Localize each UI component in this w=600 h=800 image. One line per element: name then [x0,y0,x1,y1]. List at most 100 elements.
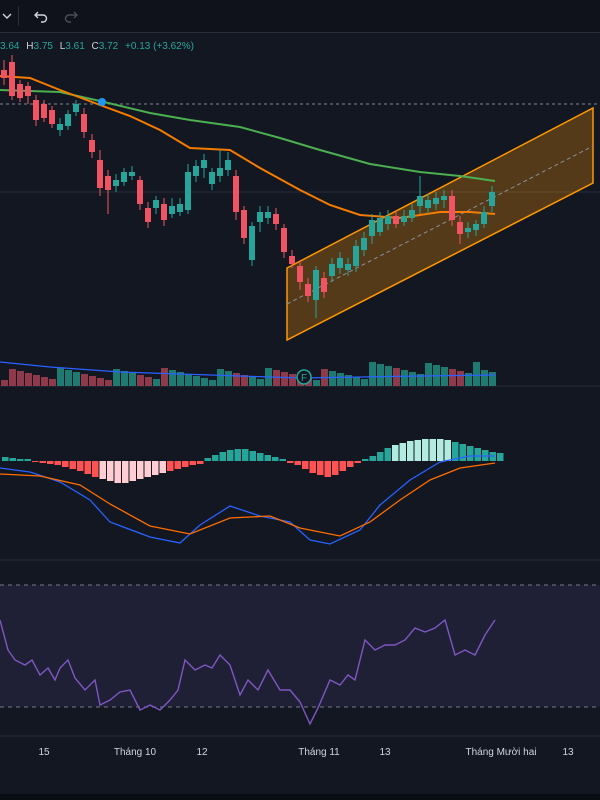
macd-histogram-bar [189,461,196,465]
macd-histogram-bar [354,461,361,463]
volume-bar [153,379,160,386]
macd-histogram-bar [39,461,46,463]
candle-body [457,222,463,234]
volume-bar [241,375,248,386]
high-label: H [26,41,34,52]
candle-body [9,62,15,96]
candle-body [137,180,143,204]
volume-bar [489,372,496,386]
candle-body [97,160,103,188]
macd-histogram-bar [92,461,99,477]
candle-body [193,166,199,176]
macd-histogram-bar [24,459,31,461]
candles [1,55,495,318]
volume-bar [273,370,280,386]
macd-histogram-bar [384,448,391,461]
volume-bar [17,371,24,386]
volume-bar [57,368,64,386]
volume-bar [185,374,192,386]
candle-body [297,266,303,282]
macd-histogram-bar [369,456,376,461]
candle-body [129,172,135,176]
candle-body [233,176,239,212]
volume-bar [337,373,344,386]
undo-icon[interactable] [30,4,52,28]
high-value: 3.75 [33,41,53,52]
macd-histogram-bar [174,461,181,469]
volume-bar [401,370,408,386]
macd-histogram-bar [107,461,114,481]
candle-body [249,226,255,260]
candle-body [433,198,439,204]
macd-histogram-bar [17,459,24,461]
candle-body [353,246,359,266]
macd-histogram-bar [204,458,211,461]
macd-histogram-bar [129,461,136,481]
volume-bar [121,371,128,386]
volume-bar [425,363,432,386]
close-value: 3.72 [98,41,119,52]
chevron-down-icon[interactable] [0,4,14,28]
volume-bar [81,374,88,386]
macd-histogram-bar [249,451,256,461]
macd-histogram-bar [197,461,204,464]
macd-histogram-bar [219,452,226,461]
candle-body [313,270,319,300]
macd-histogram-bar [144,461,151,477]
volume-bar [393,368,400,386]
event-marker[interactable] [296,369,312,385]
macd-histogram-bar [122,461,129,483]
candle-body [49,110,55,124]
macd-histogram-bar [114,461,121,483]
candle-body [73,104,79,112]
volume-bar [41,377,48,386]
candle-body [289,256,295,264]
macd-histogram-bar [407,441,414,461]
redo-icon[interactable] [60,4,82,28]
volume-bar [209,380,216,386]
volume-bar [113,369,120,386]
candle-body [417,196,423,206]
volume-bar [201,378,208,386]
macd-histogram-bar [279,459,286,461]
volume-bar [481,370,488,386]
candle-body [89,140,95,152]
candle-body [361,238,367,250]
macd-histogram-bar [474,448,481,461]
volume-bar [457,371,464,386]
candle-body [385,216,391,224]
macd-histogram-bar [2,457,9,461]
volume-bar [465,373,472,386]
candle-body [1,70,7,78]
volume-bar [377,364,384,386]
macd-histogram-bar [242,449,249,461]
volume-bar [289,374,296,386]
volume-bar [249,377,256,386]
candle-body [105,176,111,190]
volume-bar [233,373,240,386]
volume-bar [169,370,176,386]
volume-bar [361,379,368,386]
volume-bar [329,371,336,386]
macd-histogram-bar [377,452,384,461]
time-axis-label: Tháng Mười hai [465,747,536,758]
macd-histogram-bar [159,461,166,473]
candle-body [113,180,119,186]
volume-bars [1,362,496,386]
candle-body [41,104,47,118]
event-marker-label: F [301,373,307,384]
volume-bar [97,378,104,386]
volume-ma-line [0,361,496,379]
volume-bar [89,376,96,386]
time-axis[interactable]: 15 Tháng 10 12 Tháng 11 13 Tháng Mười hai 13 [38,747,574,758]
candle-body [241,210,247,238]
regression-channel[interactable] [286,106,594,342]
close-label: C [91,41,99,52]
macd-histogram-bar [54,461,61,465]
volume-bar [193,376,200,386]
volume-bar [129,373,136,386]
macd-histogram-bar [167,461,174,471]
volume-bar [441,367,448,386]
candle-body [393,216,399,224]
